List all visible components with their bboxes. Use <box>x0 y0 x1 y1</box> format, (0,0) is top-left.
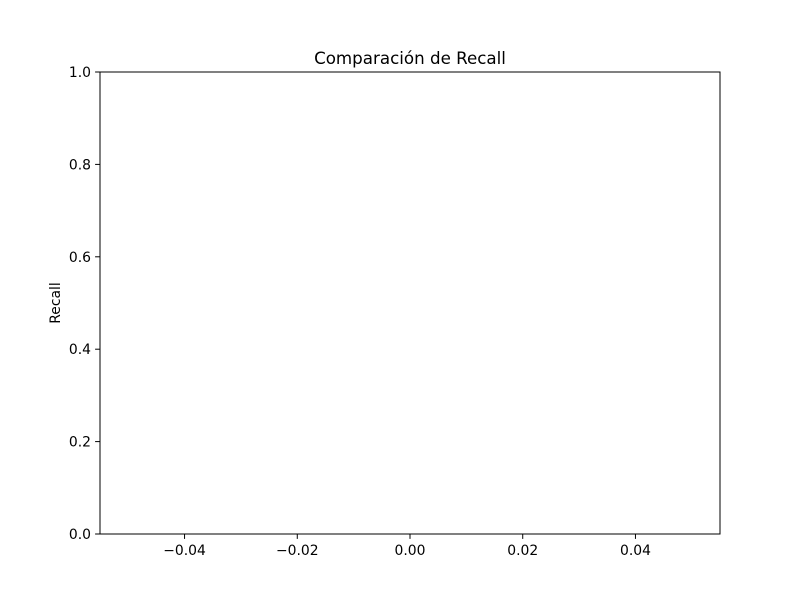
ticks-layer: −0.04 −0.02 0.00 0.02 0.04 0.0 0.2 0.4 0.6 0.8 1.0 <box>69 65 651 559</box>
y-tick-label: 1.0 <box>69 65 91 81</box>
plot-area-frame <box>99 71 721 535</box>
chart-title: Comparación de Recall <box>314 48 506 68</box>
x-tick-label: −0.04 <box>163 543 206 559</box>
y-tick-label: 0.8 <box>69 157 91 173</box>
y-tick-label: 0.0 <box>69 527 91 543</box>
y-tick-label: 0.2 <box>69 435 91 451</box>
x-tick-label: −0.02 <box>276 543 319 559</box>
y-axis-title: Recall <box>48 282 64 323</box>
x-tick-label: 0.04 <box>620 543 651 559</box>
y-tick-label: 0.4 <box>69 342 91 358</box>
y-tick-label: 0.6 <box>69 250 91 266</box>
x-tick-label: 0.00 <box>395 543 426 559</box>
x-tick-label: 0.02 <box>507 543 538 559</box>
